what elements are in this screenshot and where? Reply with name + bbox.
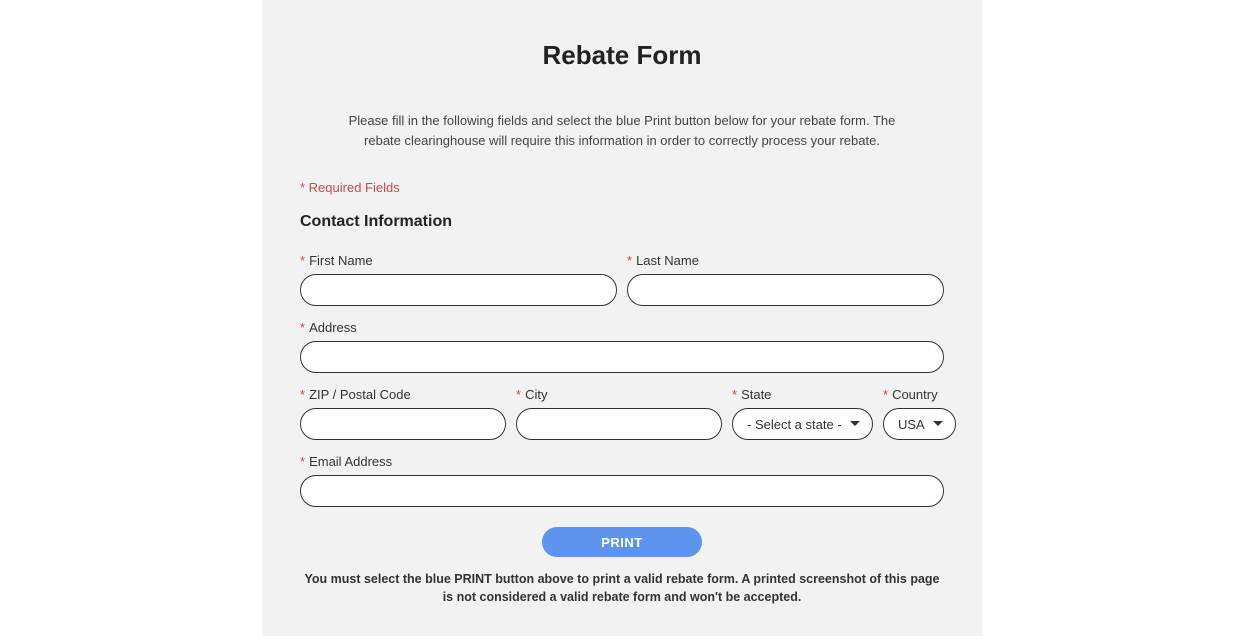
required-asterisk: * [300, 454, 305, 469]
input-zip[interactable] [300, 408, 506, 440]
select-country[interactable]: USA [883, 408, 956, 440]
row-location: * ZIP / Postal Code * City * State - Select… [300, 387, 944, 440]
required-asterisk: * [516, 387, 521, 402]
required-asterisk: * [883, 387, 888, 402]
label-country: * Country [883, 387, 956, 402]
required-asterisk: * [300, 387, 305, 402]
label-text-zip: ZIP / Postal Code [309, 387, 411, 402]
label-email: * Email Address [300, 454, 944, 469]
required-asterisk: * [732, 387, 737, 402]
input-email[interactable] [300, 475, 944, 507]
row-email: * Email Address [300, 454, 944, 507]
label-city: * City [516, 387, 722, 402]
print-button[interactable]: PRINT [542, 527, 702, 557]
label-text-email: Email Address [309, 454, 392, 469]
form-instructions: Please fill in the following fields and … [332, 111, 912, 150]
input-city[interactable] [516, 408, 722, 440]
label-last-name: * Last Name [627, 253, 944, 268]
rebate-form-container: Rebate Form Please fill in the following… [262, 0, 982, 636]
required-fields-note: * Required Fields [300, 180, 944, 195]
field-last-name: * Last Name [627, 253, 944, 306]
select-state[interactable]: - Select a state - [732, 408, 873, 440]
input-address[interactable] [300, 341, 944, 373]
row-address: * Address [300, 320, 944, 373]
label-zip: * ZIP / Postal Code [300, 387, 506, 402]
label-first-name: * First Name [300, 253, 617, 268]
field-first-name: * First Name [300, 253, 617, 306]
label-text-last-name: Last Name [636, 253, 699, 268]
form-title: Rebate Form [300, 40, 944, 71]
label-text-address: Address [309, 320, 357, 335]
label-address: * Address [300, 320, 944, 335]
field-country: * Country USA [883, 387, 956, 440]
footer-note: You must select the blue PRINT button ab… [302, 571, 942, 606]
field-address: * Address [300, 320, 944, 373]
section-heading-contact: Contact Information [300, 213, 944, 231]
label-text-country: Country [892, 387, 938, 402]
required-asterisk: * [300, 253, 305, 268]
input-last-name[interactable] [627, 274, 944, 306]
field-zip: * ZIP / Postal Code [300, 387, 506, 440]
field-state: * State - Select a state - [732, 387, 873, 440]
field-city: * City [516, 387, 722, 440]
required-asterisk: * [627, 253, 632, 268]
row-name: * First Name * Last Name [300, 253, 944, 306]
field-email: * Email Address [300, 454, 944, 507]
label-text-city: City [525, 387, 547, 402]
label-state: * State [732, 387, 873, 402]
label-text-first-name: First Name [309, 253, 373, 268]
required-asterisk: * [300, 320, 305, 335]
input-first-name[interactable] [300, 274, 617, 306]
label-text-state: State [741, 387, 771, 402]
